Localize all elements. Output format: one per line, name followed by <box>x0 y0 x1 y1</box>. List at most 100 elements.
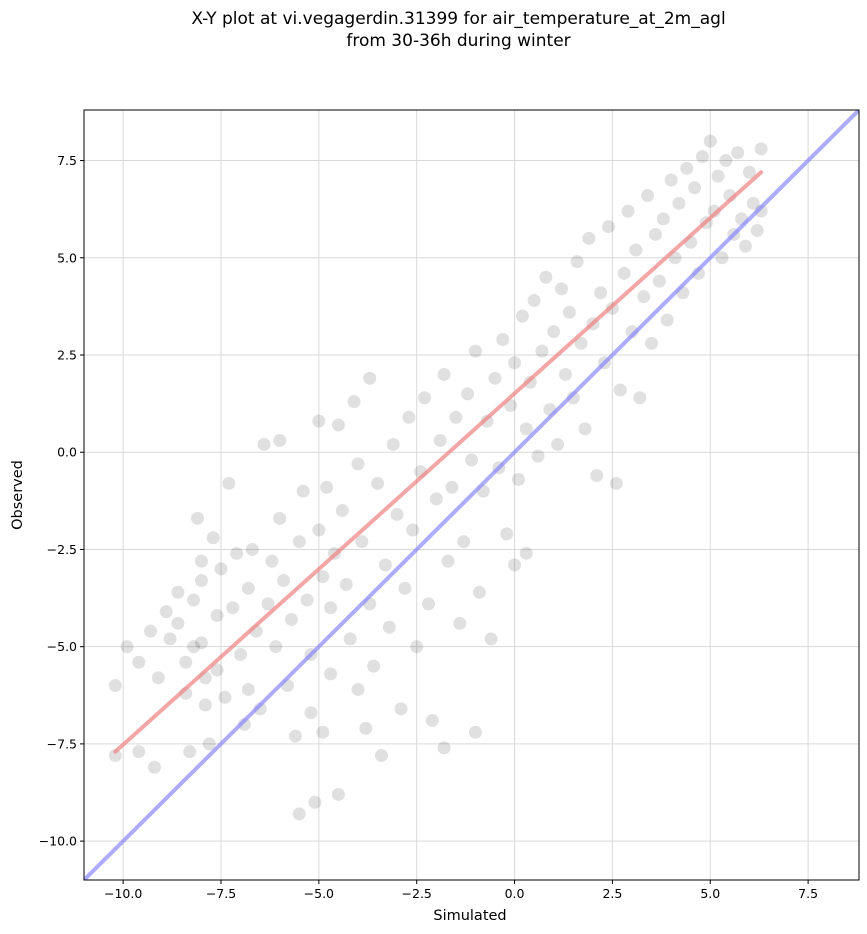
data-point <box>746 196 760 210</box>
data-point <box>339 577 353 591</box>
data-point <box>418 391 432 405</box>
data-point <box>645 336 659 350</box>
data-point <box>421 597 435 611</box>
data-point <box>206 531 220 545</box>
data-point <box>187 593 201 607</box>
data-point <box>382 620 396 634</box>
data-point <box>508 356 522 370</box>
data-point <box>711 169 725 183</box>
data-point <box>511 472 525 486</box>
data-point <box>355 535 369 549</box>
data-point <box>688 181 702 195</box>
x-tick-label: −10.0 <box>104 886 142 901</box>
data-point <box>547 325 561 339</box>
data-point <box>324 667 338 681</box>
y-axis-label: Observed <box>10 460 26 530</box>
data-point <box>535 344 549 358</box>
data-point <box>265 554 279 568</box>
y-tick-label: −10.0 <box>39 834 77 849</box>
data-point <box>672 196 686 210</box>
data-point <box>750 224 764 238</box>
data-point <box>754 142 768 156</box>
data-point <box>437 367 451 381</box>
data-point <box>241 581 255 595</box>
data-point <box>461 387 475 401</box>
data-point <box>179 655 193 669</box>
data-point <box>715 251 729 265</box>
data-point <box>539 270 553 284</box>
data-point <box>226 601 240 615</box>
data-points <box>108 134 768 821</box>
data-point <box>656 212 670 226</box>
data-point <box>202 737 216 751</box>
data-point <box>308 795 322 809</box>
data-point <box>320 480 334 494</box>
data-point <box>457 535 471 549</box>
data-point <box>437 741 451 755</box>
data-point <box>351 682 365 696</box>
data-point <box>261 597 275 611</box>
data-point <box>214 562 228 576</box>
data-point <box>641 189 655 203</box>
data-point <box>429 492 443 506</box>
data-point <box>738 239 752 253</box>
data-point <box>468 344 482 358</box>
data-point <box>570 255 584 269</box>
y-tick-label: −2.5 <box>47 542 77 557</box>
data-point <box>621 204 635 218</box>
data-point <box>465 453 478 467</box>
data-point <box>703 134 717 148</box>
x-axis-label: Simulated <box>433 908 506 924</box>
data-point <box>394 702 408 716</box>
data-point <box>132 745 146 759</box>
data-point <box>406 523 420 537</box>
data-point <box>449 410 463 424</box>
data-point <box>527 294 541 308</box>
data-point <box>695 150 709 164</box>
fit-line <box>113 170 764 754</box>
data-point <box>187 640 201 654</box>
data-point <box>183 745 197 759</box>
data-point <box>402 410 416 424</box>
data-point <box>601 220 615 234</box>
data-point <box>163 632 177 646</box>
data-point <box>331 787 345 801</box>
data-point <box>277 574 291 588</box>
data-point <box>194 574 208 588</box>
data-point <box>441 554 455 568</box>
data-point <box>347 395 361 409</box>
data-point <box>108 679 122 693</box>
y-tick-label: 7.5 <box>57 153 77 168</box>
x-tick-label: −2.5 <box>402 886 432 901</box>
data-point <box>312 523 326 537</box>
x-axis-ticks: −10.0 −7.5 −5.0 −2.5 0.0 2.5 5.0 7.5 <box>104 880 818 901</box>
data-point <box>731 146 745 160</box>
y-tick-label: −5.0 <box>47 639 77 654</box>
data-point <box>159 605 173 619</box>
data-point <box>147 760 161 774</box>
data-point <box>273 434 287 448</box>
data-point <box>590 469 604 483</box>
identity-line <box>84 110 859 880</box>
y-tick-label: 2.5 <box>57 348 77 363</box>
data-point <box>609 476 623 490</box>
data-point <box>241 682 255 696</box>
y-tick-label: 5.0 <box>57 250 77 265</box>
data-point <box>531 449 545 463</box>
plot-frame <box>83 109 860 881</box>
data-point <box>468 725 482 739</box>
data-point <box>316 725 330 739</box>
data-point <box>371 476 385 490</box>
data-point <box>637 290 651 304</box>
y-tick-label: −7.5 <box>47 736 77 751</box>
data-point <box>719 154 733 168</box>
data-point <box>312 414 326 428</box>
reference-lines <box>84 110 859 880</box>
x-tick-label: −5.0 <box>304 886 334 901</box>
y-tick-label: 0.0 <box>57 445 77 460</box>
data-point <box>359 721 373 735</box>
data-point <box>245 542 259 556</box>
x-tick-label: 5.0 <box>700 886 720 901</box>
data-point <box>292 535 306 549</box>
